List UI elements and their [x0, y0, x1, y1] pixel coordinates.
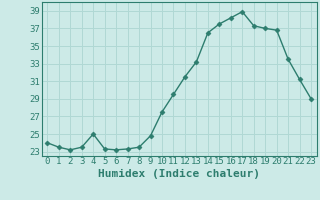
X-axis label: Humidex (Indice chaleur): Humidex (Indice chaleur) — [98, 169, 260, 179]
